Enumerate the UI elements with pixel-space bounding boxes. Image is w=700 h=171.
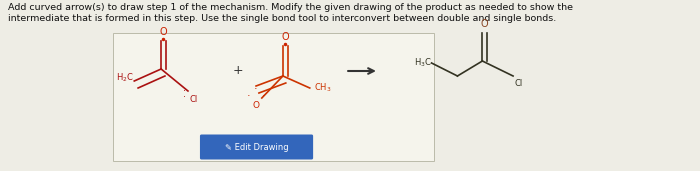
- Text: H$_2$C: H$_2$C: [116, 72, 134, 84]
- Text: ·: ·: [254, 84, 258, 94]
- Text: O: O: [480, 19, 488, 29]
- Text: ·: ·: [183, 92, 186, 102]
- FancyBboxPatch shape: [200, 135, 313, 160]
- Text: Cl: Cl: [515, 79, 523, 88]
- Text: Add curved arrow(s) to draw step 1 of the mechanism. Modify the given drawing of: Add curved arrow(s) to draw step 1 of th…: [8, 3, 573, 12]
- Text: ·: ·: [183, 86, 186, 96]
- Text: CH$_3$: CH$_3$: [314, 82, 331, 94]
- Text: ·: ·: [246, 91, 251, 101]
- Text: O: O: [253, 101, 260, 110]
- Text: Cl: Cl: [190, 95, 198, 104]
- Text: +: +: [232, 64, 243, 77]
- FancyBboxPatch shape: [113, 33, 435, 161]
- Text: ·: ·: [262, 91, 265, 101]
- Text: intermediate that is formed in this step. Use the single bond tool to interconve: intermediate that is formed in this step…: [8, 14, 556, 23]
- Text: O: O: [281, 32, 288, 42]
- Text: O: O: [159, 27, 167, 37]
- Text: ✎ Edit Drawing: ✎ Edit Drawing: [225, 142, 288, 152]
- Text: H$_3$C: H$_3$C: [414, 57, 431, 69]
